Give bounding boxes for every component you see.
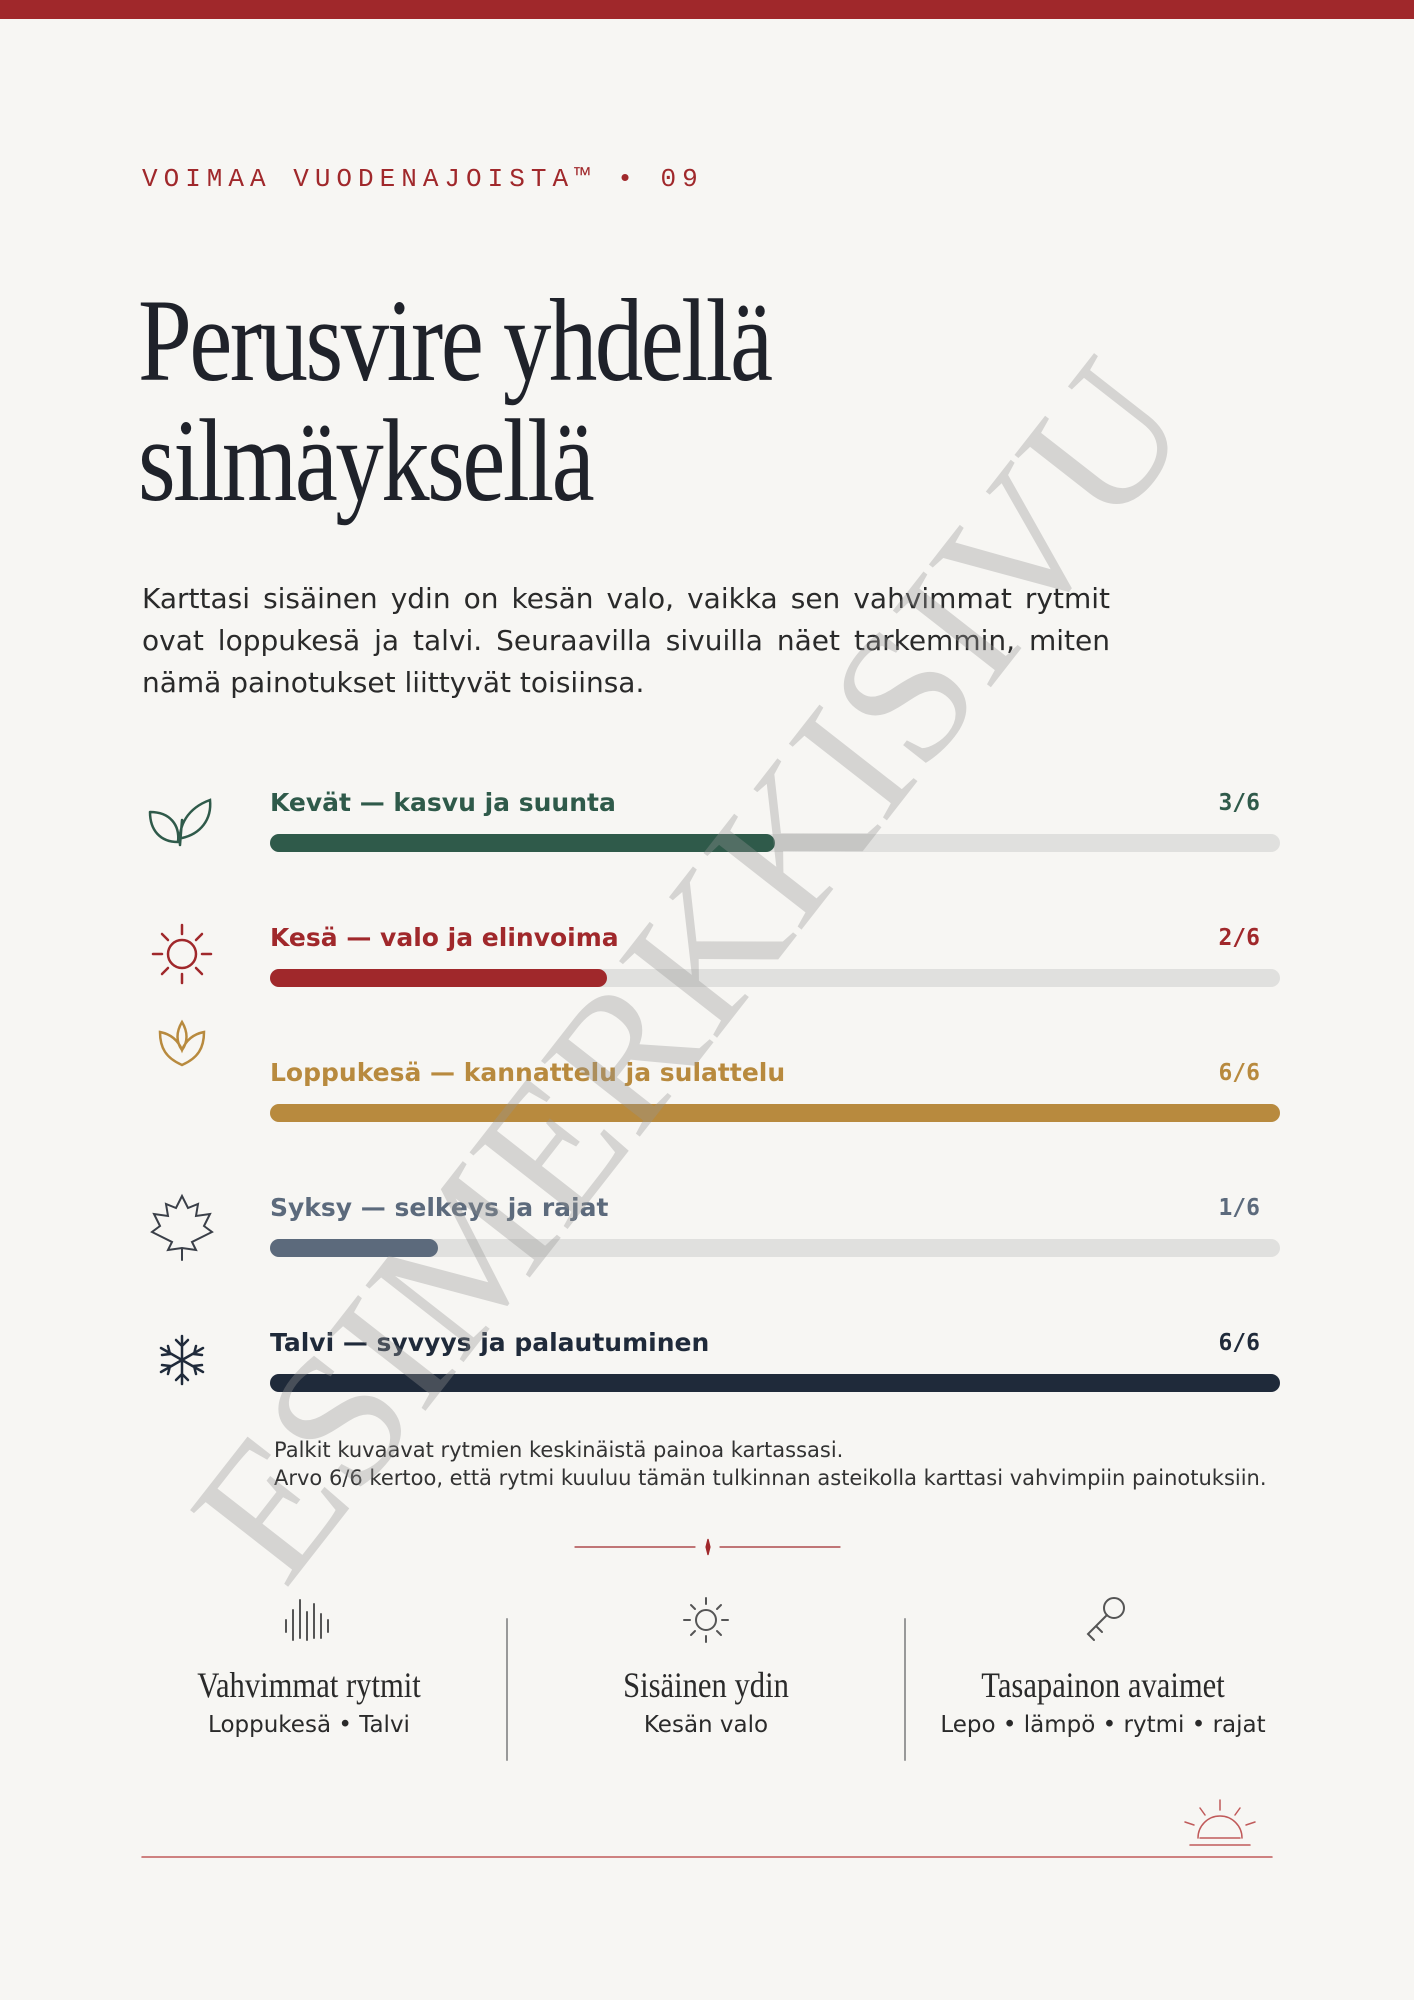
summary-text: Kesän valo	[643, 1712, 769, 1738]
rhythm-value: 6/6	[1218, 1060, 1260, 1086]
wave-icon	[285, 1599, 329, 1641]
bar-track	[270, 1239, 1280, 1257]
rhythm-value: 1/6	[1218, 1195, 1260, 1221]
sun-icon	[151, 923, 213, 985]
divider	[574, 1538, 841, 1556]
summary-text: Loppukesä • Talvi	[208, 1712, 410, 1738]
intro: Karttasi sisäinen ydin on kesän valo, va…	[142, 582, 1110, 699]
bar-fill	[270, 1374, 1280, 1392]
bottom-rule	[141, 1799, 1273, 1858]
footnote: Arvo 6/6 kertoo, että rytmi kuuluu tämän…	[274, 1466, 1267, 1490]
summary-title: Tasapainon avaimet	[981, 1665, 1225, 1705]
rhythm-name: Kevät — kasvu ja suunta	[270, 788, 616, 817]
bar-fill	[270, 969, 607, 987]
rhythm-name: Loppukesä — kannattelu ja sulattelu	[270, 1058, 786, 1087]
footnote: Palkit kuvaavat rytmien keskinäistä pain…	[274, 1438, 844, 1462]
spring-icon	[148, 798, 212, 847]
rhythm-name: Kesä — valo ja elinvoima	[270, 923, 619, 952]
summary-title: Sisäinen ydin	[623, 1665, 789, 1705]
leaf-icon	[150, 1193, 214, 1261]
rhythm-value: 3/6	[1218, 790, 1260, 816]
snow-icon	[159, 1334, 205, 1386]
harvest-icon	[158, 1019, 206, 1067]
title-line: silmäyksellä	[138, 395, 595, 526]
eyebrow: VOIMAA VUODENAJOISTA™ • 09	[142, 164, 704, 194]
bar-fill	[270, 834, 775, 852]
title-line: Perusvire yhdellä	[138, 275, 773, 406]
summary-text: Lepo • lämpö • rytmi • rajat	[940, 1712, 1266, 1738]
rhythm-value: 6/6	[1218, 1330, 1260, 1356]
top-bar	[0, 0, 1414, 19]
key-icon	[1086, 1597, 1125, 1641]
summary-title: Vahvimmat rytmit	[197, 1665, 421, 1705]
rhythm-name: Syksy — selkeys ja rajat	[270, 1193, 609, 1222]
rhythm-value: 2/6	[1218, 925, 1260, 951]
rhythm-name: Talvi — syvyys ja palautuminen	[270, 1328, 710, 1357]
column-separators	[506, 1618, 906, 1761]
core-icon	[683, 1597, 729, 1643]
bar-fill	[270, 1239, 439, 1257]
bar-fill	[270, 1104, 1280, 1122]
